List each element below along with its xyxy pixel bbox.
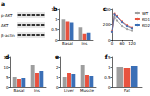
svg-text:Ins: Ins (82, 41, 88, 46)
svg-text:1: 1 (56, 75, 59, 80)
svg-text:AKT: AKT (1, 23, 9, 28)
svg-text:0: 0 (6, 85, 9, 90)
svg-text:0.5: 0.5 (104, 75, 111, 80)
svg-text:KO1: KO1 (142, 17, 150, 22)
svg-text:120: 120 (128, 41, 136, 46)
svg-text:Basal: Basal (62, 41, 73, 46)
svg-text:Basal: Basal (14, 88, 25, 93)
svg-text:200: 200 (103, 22, 111, 27)
svg-text:0.5: 0.5 (51, 27, 58, 32)
svg-text:0: 0 (108, 85, 111, 90)
svg-text:Fat: Fat (124, 88, 130, 93)
svg-text:0: 0 (56, 85, 59, 90)
svg-text:Liver: Liver (64, 88, 74, 93)
svg-text:c: c (103, 5, 107, 12)
svg-text:0: 0 (111, 41, 114, 46)
svg-text:400: 400 (102, 6, 111, 12)
svg-text:Muscle: Muscle (80, 88, 94, 93)
svg-text:5: 5 (6, 75, 9, 80)
svg-text:β-actin: β-actin (1, 33, 15, 38)
svg-text:d: d (5, 53, 9, 60)
svg-text:Ins: Ins (34, 88, 40, 93)
svg-text:WT: WT (142, 11, 149, 16)
svg-text:b: b (53, 5, 58, 12)
svg-text:e: e (55, 53, 59, 60)
svg-text:p-AKT: p-AKT (1, 13, 13, 18)
svg-text:KO2: KO2 (142, 23, 150, 28)
svg-text:60: 60 (119, 41, 125, 46)
svg-text:2: 2 (56, 65, 59, 70)
svg-text:10: 10 (3, 65, 9, 70)
svg-text:0: 0 (108, 37, 111, 43)
svg-text:a: a (1, 0, 5, 7)
svg-text:1: 1 (55, 17, 58, 22)
svg-text:0: 0 (55, 38, 58, 43)
svg-text:1: 1 (108, 65, 111, 70)
svg-text:f: f (105, 53, 108, 60)
